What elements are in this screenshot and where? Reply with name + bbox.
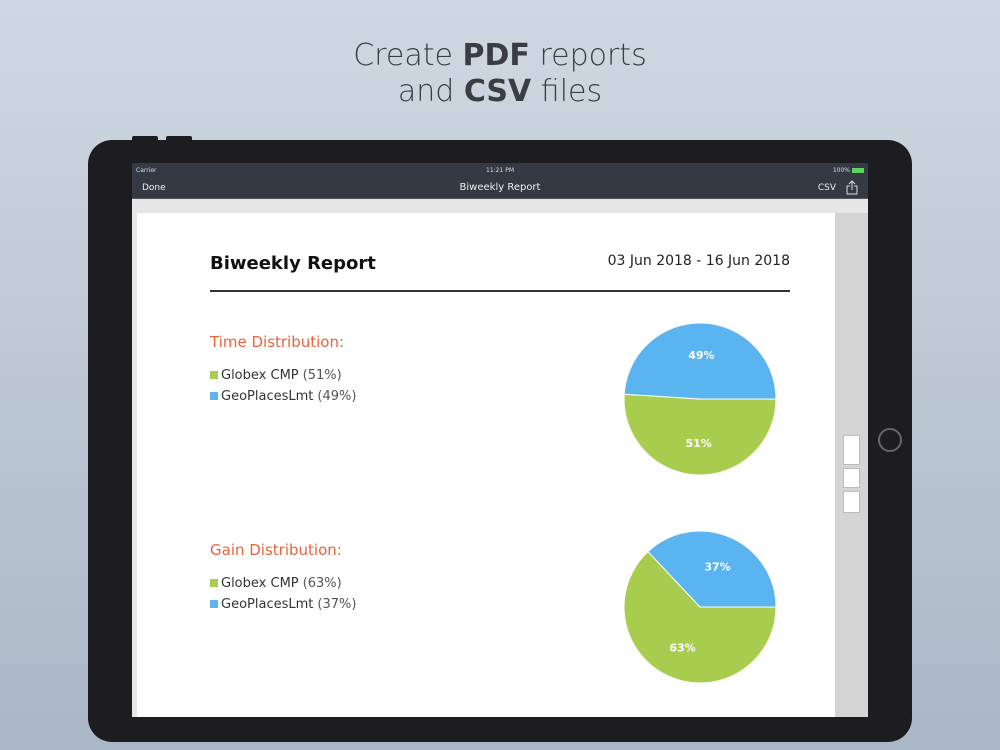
legend-item: GeoPlacesLmt (37%) xyxy=(210,594,356,615)
pdf-page[interactable]: Biweekly Report 03 Jun 2018 - 16 Jun 201… xyxy=(137,213,835,717)
home-button[interactable] xyxy=(878,428,902,452)
pie-label: 51% xyxy=(685,437,711,450)
legend: Globex CMP (51%) GeoPlacesLmt (49%) xyxy=(210,365,356,407)
pie-slice-globex cmp xyxy=(623,550,777,684)
legend-item: GeoPlacesLmt (49%) xyxy=(210,386,356,407)
legend-name: GeoPlacesLmt xyxy=(221,597,314,612)
pie-slice-geoplaceslmt xyxy=(623,322,777,400)
page-thumbnail[interactable] xyxy=(843,468,860,488)
legend-name: Globex CMP xyxy=(221,576,299,591)
headline-text: files xyxy=(531,74,603,109)
screen: Carrier 11:21 PM 100% Done Biweekly Repo… xyxy=(132,163,868,717)
headline-bold: PDF xyxy=(462,38,530,73)
done-button[interactable]: Done xyxy=(142,182,166,193)
pie-slice-globex cmp xyxy=(623,393,777,476)
report-title: Biweekly Report xyxy=(210,253,376,274)
nav-bar: Done Biweekly Report CSV xyxy=(132,177,868,199)
legend-pct: (49%) xyxy=(317,389,357,404)
section-title: Time Distribution: xyxy=(210,333,345,351)
blue-swatch xyxy=(210,392,218,400)
pie-slice-geoplaceslmt xyxy=(647,530,777,608)
share-icon[interactable] xyxy=(846,180,858,195)
divider xyxy=(210,290,790,292)
status-bar: Carrier 11:21 PM 100% xyxy=(132,163,868,177)
battery-percent: 100% xyxy=(832,166,850,174)
nav-title: Biweekly Report xyxy=(459,182,541,193)
headline-bold: CSV xyxy=(463,74,532,109)
headline-text: and xyxy=(397,74,464,109)
battery-icon xyxy=(852,167,864,173)
legend-name: Globex CMP xyxy=(221,368,299,383)
time-distribution-pie: 51% 49% xyxy=(623,322,777,476)
pie-label: 49% xyxy=(688,349,714,362)
section-title: Gain Distribution: xyxy=(210,541,342,559)
green-swatch xyxy=(210,371,218,379)
page-thumbnail-rail[interactable] xyxy=(835,213,868,717)
csv-button[interactable]: CSV xyxy=(817,182,836,193)
headline-text: Create xyxy=(353,38,463,73)
pie-label: 37% xyxy=(704,561,730,574)
green-swatch xyxy=(210,579,218,587)
pie-label: 63% xyxy=(669,641,695,654)
legend-item: Globex CMP (51%) xyxy=(210,365,356,386)
page-thumbnail[interactable] xyxy=(843,491,860,513)
volume-button xyxy=(166,136,192,142)
legend-pct: (63%) xyxy=(302,576,342,591)
legend-name: GeoPlacesLmt xyxy=(221,389,314,404)
gain-distribution-pie: 63% 37% xyxy=(623,530,777,684)
clock: 11:21 PM xyxy=(486,166,514,174)
legend-item: Globex CMP (63%) xyxy=(210,573,356,594)
legend-pct: (51%) xyxy=(302,368,342,383)
blue-swatch xyxy=(210,600,218,608)
report-date-range: 03 Jun 2018 - 16 Jun 2018 xyxy=(607,253,790,269)
battery: 100% xyxy=(833,167,864,174)
legend-pct: (37%) xyxy=(317,597,357,612)
headline-text: reports xyxy=(529,38,647,73)
page-thumbnail[interactable] xyxy=(843,435,860,465)
volume-button xyxy=(132,136,158,142)
legend: Globex CMP (63%) GeoPlacesLmt (37%) xyxy=(210,573,356,615)
headline: Create PDF reports and CSV files xyxy=(0,38,1000,110)
carrier: Carrier xyxy=(136,166,157,174)
